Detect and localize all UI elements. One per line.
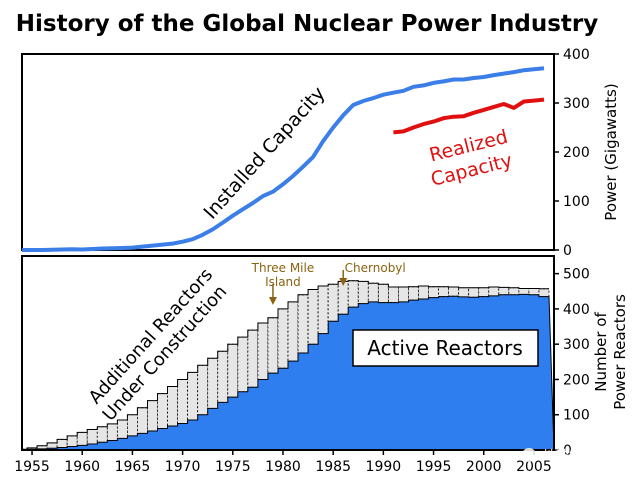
construction-bar: [297, 294, 309, 354]
x-tick-label: 2000: [466, 459, 502, 475]
x-tick-label: 1975: [215, 459, 251, 475]
construction-bar: [247, 329, 259, 388]
construction-bar: [408, 286, 419, 301]
construction-bar: [468, 287, 480, 298]
construction-bar: [498, 286, 510, 296]
construction-bar: [157, 393, 168, 429]
x-tick-label: 1990: [366, 459, 402, 475]
construction-bar: [207, 357, 219, 409]
construction-bar: [257, 322, 269, 380]
reactors-y-tick-label: 400: [563, 302, 590, 318]
construction-bar: [237, 336, 249, 393]
construction-bar: [96, 426, 108, 443]
capacity-y-tick-label: 0: [563, 243, 572, 259]
construction-bar: [488, 286, 500, 297]
construction-bar: [428, 286, 439, 299]
reactors-y-axis-label-line-2: Power Reactors: [611, 294, 629, 410]
construction-bar: [317, 285, 329, 334]
construction-bar: [478, 287, 490, 297]
construction-bar: [56, 439, 68, 448]
chart-title: History of the Global Nuclear Power Indu…: [16, 11, 598, 37]
construction-bar: [387, 286, 399, 303]
construction-bar: [227, 343, 239, 398]
construction-bar: [327, 283, 339, 322]
construction-bar: [86, 429, 98, 445]
construction-bar: [508, 287, 520, 296]
realized-capacity-line: [393, 97, 545, 135]
capacity-y-tick-label: 400: [563, 47, 590, 63]
construction-bar: [357, 280, 369, 305]
reactors-y-tick-label: 0: [563, 443, 572, 459]
reactors-y-tick-label: 300: [563, 337, 590, 353]
construction-bar: [398, 286, 409, 303]
x-tick-label: 1970: [165, 459, 201, 475]
reactors-panel: 0 100 200 300 400 500 Number of Power Reactor…: [21, 255, 629, 459]
construction-bar: [66, 435, 78, 447]
installed-capacity-line: [22, 66, 545, 252]
capacity-panel: 0 100 200 300 400 Power (Gigawatts) Installe…: [21, 47, 620, 259]
reactors-plot-frame: [21, 255, 555, 451]
construction-outline: [22, 280, 549, 450]
active-reactors-label: Active Reactors: [367, 336, 523, 360]
construction-bar: [177, 379, 189, 424]
construction-bar: [337, 280, 349, 315]
construction-bar: [538, 288, 550, 297]
watermark-icon: [522, 448, 536, 462]
active-reactors-label-box: [352, 329, 539, 367]
construction-bar: [347, 280, 359, 308]
construction-bar: [287, 301, 299, 362]
watermark-text: 地球知识局: [543, 448, 608, 464]
annotation-label: Three Mile: [251, 261, 315, 275]
reactors-y-tick-label: 500: [563, 267, 590, 283]
construction-bar: [277, 308, 289, 369]
construction-bar: [147, 400, 158, 432]
watermark: 地球知识局: [522, 448, 608, 464]
x-tick-label: 1985: [315, 459, 351, 475]
annotation-arrow-head: [339, 278, 348, 286]
reactors-y-axis: 0 100 200 300 400 500: [554, 267, 590, 459]
construction-bar: [187, 371, 199, 421]
installed-capacity-label: Installed Capacity: [199, 82, 329, 223]
construction-bar: [76, 431, 88, 446]
construction-bar: [46, 442, 58, 449]
x-tick-label: 1955: [14, 459, 50, 475]
capacity-series: [22, 66, 545, 252]
reactors-y-tick-label: 200: [563, 372, 590, 388]
annotation-label: Island: [265, 275, 301, 289]
x-tick-label: 1995: [416, 459, 452, 475]
construction-bar: [518, 288, 530, 295]
construction-bar: [167, 386, 178, 427]
construction-bar: [267, 317, 279, 374]
x-axis: 1955 1960 1965 1970 1975 1980 1985 1990 1995 2000…: [14, 450, 552, 475]
annotation-label: Chernobyl: [345, 261, 406, 275]
capacity-y-tick-label: 300: [563, 96, 590, 112]
capacity-y-tick-label: 200: [563, 145, 590, 161]
construction-bar: [197, 364, 209, 416]
construction-bar: [528, 288, 540, 296]
x-tick-label: 1960: [64, 459, 100, 475]
capacity-y-tick-label: 100: [563, 194, 590, 210]
annotation-arrow-head: [268, 297, 277, 305]
construction-bar: [367, 282, 379, 303]
capacity-y-axis: 0 100 200 300 400: [554, 47, 590, 259]
construction-bar: [217, 350, 229, 403]
construction-bar: [116, 419, 128, 439]
construction-bar: [438, 286, 450, 297]
construction-bar: [307, 289, 319, 345]
x-tick-label: 2005: [516, 459, 552, 475]
construction-bar: [126, 414, 138, 437]
construction-bar: [418, 285, 429, 300]
reactors-y-tick-label: 100: [563, 408, 590, 424]
construction-bar: [377, 283, 389, 303]
x-tick-label: 1965: [115, 459, 151, 475]
x-tick-label: 1980: [265, 459, 301, 475]
construction-bar: [137, 407, 148, 434]
reactors-y-axis-label-line-1: Number of: [592, 312, 610, 392]
construction-bar: [106, 423, 118, 441]
construction-bar: [448, 286, 460, 297]
construction-bar: [458, 287, 470, 298]
capacity-y-axis-label: Power (Gigawatts): [602, 83, 620, 220]
